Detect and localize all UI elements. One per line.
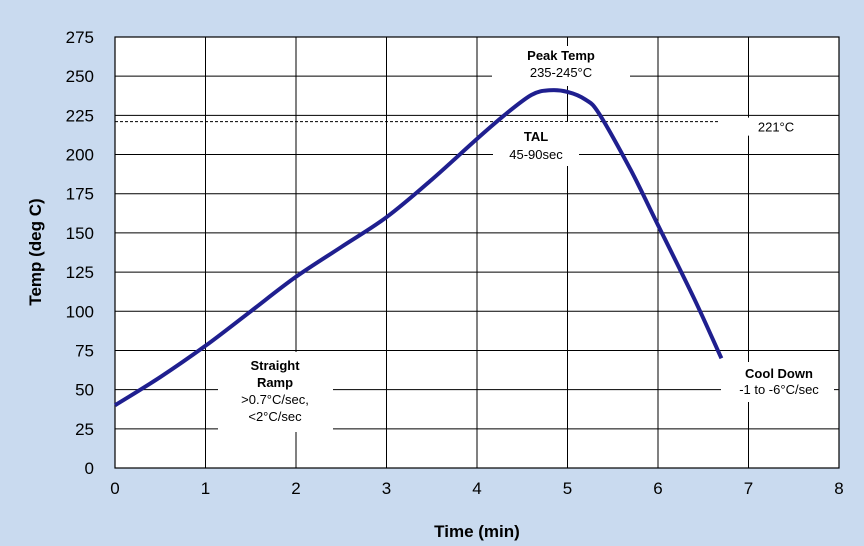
annotation-tal-line: TAL	[524, 129, 548, 144]
annotation-peak-line: 235-245°C	[530, 65, 592, 80]
y-tick-label: 25	[75, 420, 94, 439]
series-group	[113, 88, 724, 407]
tick-labels: 0 1 2 3 4 5 6 7 8 0 25 50 75 100 125 150 175 200 225 250 275	[66, 28, 844, 498]
annotation-cool-bg	[721, 362, 834, 402]
annotation-cool-line: Cool Down	[745, 366, 813, 381]
annotation-ramp-line: Straight	[250, 358, 300, 373]
annotation-ramp-line: >0.7°C/sec,	[241, 392, 309, 407]
annotation-ramp-bg	[218, 352, 333, 432]
annotation-peak-line: Peak Temp	[527, 48, 595, 63]
y-tick-label: 225	[66, 106, 94, 125]
y-tick-label: 75	[75, 341, 94, 360]
series-line	[113, 88, 724, 407]
reference-line-label: 221°C	[758, 120, 794, 135]
y-tick-label: 275	[66, 28, 94, 47]
annotation-tal-line: 45-90sec	[509, 147, 563, 162]
reference-line-group: 221°C	[115, 117, 802, 136]
x-tick-label: 7	[744, 479, 753, 498]
y-tick-label: 150	[66, 224, 94, 243]
x-tick-label: 5	[563, 479, 572, 498]
plot-border	[114, 36, 840, 469]
x-tick-label: 6	[653, 479, 662, 498]
annotation-tal-bg	[493, 122, 579, 166]
annotations: Peak Temp 235-245°C TAL 45-90sec Straight Ram…	[218, 46, 834, 432]
x-tick-label: 1	[201, 479, 210, 498]
x-tick-label: 0	[110, 479, 119, 498]
y-tick-label: 175	[66, 185, 94, 204]
y-axis-title: Temp (deg C)	[26, 198, 45, 305]
x-tick-label: 8	[834, 479, 843, 498]
x-tick-label: 3	[382, 479, 391, 498]
x-axis-title: Time (min)	[434, 522, 520, 541]
x-tick-label: 4	[472, 479, 481, 498]
annotation-ramp-line: Ramp	[257, 375, 293, 390]
y-tick-label: 100	[66, 302, 94, 321]
annotation-peak-bg	[492, 46, 630, 86]
y-tick-label: 125	[66, 263, 94, 282]
reference-label-bg	[742, 117, 802, 136]
y-tick-label: 0	[85, 459, 94, 478]
y-tick-label: 200	[66, 146, 94, 165]
y-tick-label: 50	[75, 381, 94, 400]
annotation-cool-line: -1 to -6°C/sec	[739, 382, 819, 397]
y-tick-label: 250	[66, 67, 94, 86]
axes	[114, 36, 840, 469]
x-tick-label: 2	[291, 479, 300, 498]
annotation-ramp-line: <2°C/sec	[248, 409, 302, 424]
